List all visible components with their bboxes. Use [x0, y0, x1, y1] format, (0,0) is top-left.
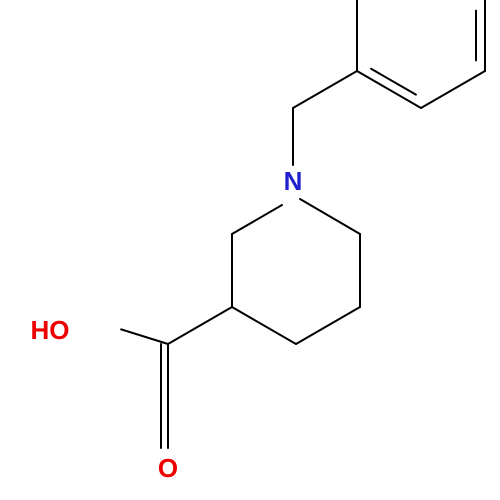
- atom-label: N: [284, 166, 303, 196]
- molecule-diagram: N HO O: [0, 0, 500, 500]
- atom-label: HO: [31, 315, 70, 345]
- atom-label: O: [158, 453, 178, 483]
